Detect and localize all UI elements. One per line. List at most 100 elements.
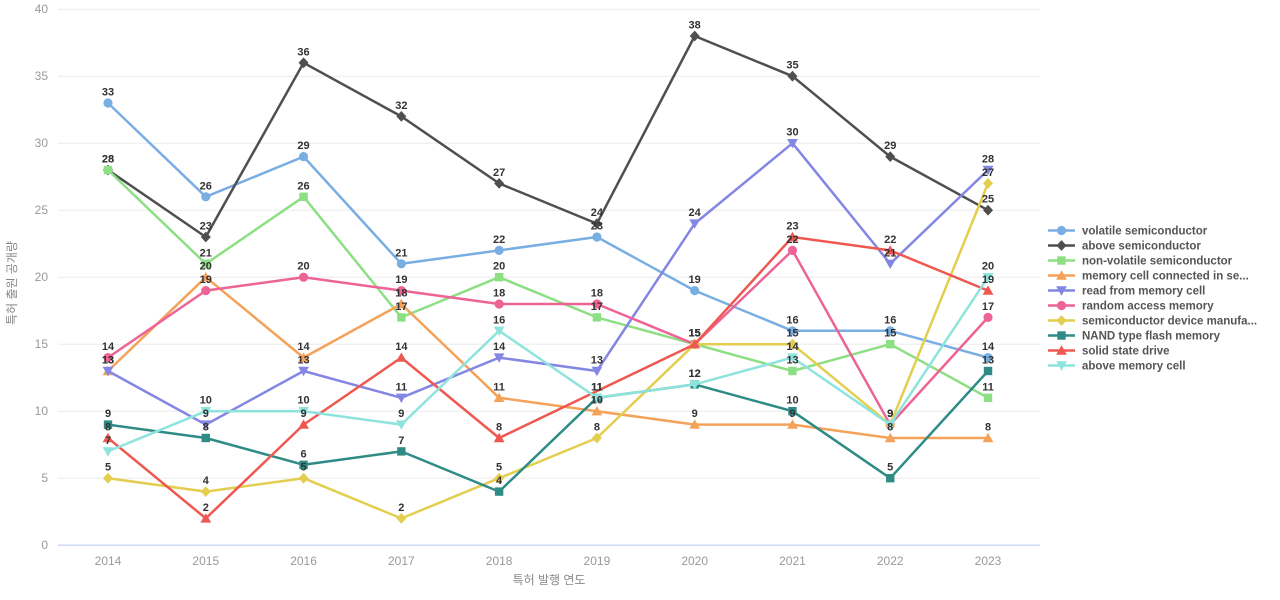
data-point-label: 9 <box>887 408 893 420</box>
x-axis-title: 특허 발행 연도 <box>513 572 586 587</box>
data-point-marker <box>689 219 701 229</box>
series-line <box>106 168 990 400</box>
data-point-marker <box>592 232 602 242</box>
data-point-label: 23 <box>591 221 603 233</box>
y-tick-label: 20 <box>35 270 49 284</box>
legend-item-random-access-memory[interactable]: random access memory <box>1048 301 1214 313</box>
data-point-label: 9 <box>887 408 893 420</box>
data-point-label: 10 <box>591 395 603 407</box>
data-point-label: 9 <box>203 408 209 420</box>
data-point-marker <box>884 245 896 255</box>
data-point-label: 14 <box>786 341 799 353</box>
legend-item-volatile-semiconductor[interactable]: volatile semiconductor <box>1048 226 1208 238</box>
data-point-label: 27 <box>493 167 505 179</box>
data-point-marker <box>201 192 211 202</box>
legend-item-read-from-memory-cell[interactable]: read from memory cell <box>1048 286 1205 298</box>
x-tick-label: 2017 <box>388 554 415 568</box>
data-point-marker <box>494 178 505 189</box>
data-point-marker <box>103 353 113 363</box>
data-point-label: 29 <box>884 140 896 152</box>
data-point-label: 15 <box>689 328 701 340</box>
data-point-marker <box>591 218 602 229</box>
data-point-label: 5 <box>105 462 111 474</box>
data-point-label: 38 <box>689 20 701 32</box>
legend-item-label: semiconductor device manufa... <box>1082 316 1257 328</box>
data-point-marker <box>395 298 407 309</box>
data-point-label: 20 <box>982 261 994 273</box>
data-point-label: 20 <box>297 261 309 273</box>
series-line <box>106 182 990 520</box>
data-point-label: 9 <box>887 408 893 420</box>
legend-item-label: read from memory cell <box>1082 286 1205 298</box>
data-point-marker <box>493 326 505 336</box>
series-solid-state-drive <box>102 231 994 523</box>
data-point-marker <box>395 352 407 362</box>
data-point-marker <box>982 432 994 443</box>
legend-item-solid-state-drive[interactable]: solid state drive <box>1048 345 1170 358</box>
data-point-label: 9 <box>789 408 795 420</box>
legend-item-above-memory-cell[interactable]: above memory cell <box>1048 361 1186 373</box>
data-point-label: 17 <box>591 301 603 313</box>
x-tick-label: 2016 <box>290 554 317 568</box>
data-point-label: 15 <box>689 328 701 340</box>
data-point-label: 2 <box>398 502 404 514</box>
data-point-label: 8 <box>985 422 991 434</box>
legend-item-label: NAND type flash memory <box>1082 331 1221 343</box>
data-point-marker <box>591 432 602 444</box>
series-line <box>106 275 990 453</box>
y-axis-title: 특허 출원 공개량 <box>5 241 19 325</box>
legend-item-nand-type-flash-memory[interactable]: NAND type flash memory <box>1048 331 1221 343</box>
data-point-label: 8 <box>887 422 893 434</box>
data-point-label: 18 <box>591 288 603 300</box>
x-tick-label: 2014 <box>95 554 122 568</box>
data-point-label: 5 <box>887 462 893 474</box>
series-line <box>106 369 990 493</box>
data-point-label: 28 <box>102 154 114 166</box>
data-point-marker <box>298 352 309 362</box>
data-point-marker <box>200 420 212 430</box>
data-point-marker <box>201 286 211 296</box>
x-tick-label: 2021 <box>779 554 806 568</box>
legend-item-label: memory cell connected in se... <box>1082 271 1249 283</box>
data-point-label: 7 <box>105 435 111 447</box>
legend-item-semiconductor-device-manufa-[interactable]: semiconductor device manufa... <box>1048 315 1257 328</box>
legend-item-label: random access memory <box>1082 301 1214 313</box>
series-line <box>106 101 990 359</box>
legend-item-label: above memory cell <box>1082 361 1186 373</box>
data-point-marker <box>788 407 797 416</box>
data-point-label: 24 <box>689 207 702 219</box>
data-point-label: 16 <box>493 314 505 326</box>
data-point-marker <box>787 326 798 336</box>
x-tick-label: 2015 <box>192 554 219 568</box>
data-point-label: 18 <box>493 288 505 300</box>
data-point-label: 8 <box>203 422 209 434</box>
data-point-label: 14 <box>982 341 995 353</box>
data-point-label: 9 <box>105 408 111 420</box>
data-point-label: 10 <box>200 395 212 407</box>
data-point-label: 23 <box>200 221 212 233</box>
legend-item-memory-cell-connected-in-se-[interactable]: memory cell connected in se... <box>1048 270 1249 283</box>
data-point-label: 15 <box>689 328 701 340</box>
legend-item-label: solid state drive <box>1082 346 1170 358</box>
legend-marker-icon <box>1056 345 1067 355</box>
data-point-marker <box>298 407 309 417</box>
data-point-label: 8 <box>594 422 600 434</box>
y-tick-label: 10 <box>35 404 49 418</box>
data-point-label: 13 <box>786 355 798 367</box>
data-point-label: 20 <box>200 261 212 273</box>
data-point-marker <box>200 486 211 497</box>
data-point-label: 5 <box>300 462 306 474</box>
x-tick-label: 2022 <box>877 554 904 568</box>
data-point-marker <box>886 474 895 483</box>
data-point-marker <box>103 420 113 429</box>
data-point-label: 24 <box>591 207 604 219</box>
legend-item-above-semiconductor[interactable]: above semiconductor <box>1048 240 1201 253</box>
data-point-label: 14 <box>493 341 506 353</box>
x-tick-label: 2023 <box>975 554 1002 568</box>
x-tick-label: 2018 <box>486 554 513 568</box>
data-point-label: 2 <box>203 502 209 514</box>
legend-item-non-volatile-semiconductor[interactable]: non-volatile semiconductor <box>1048 256 1233 268</box>
